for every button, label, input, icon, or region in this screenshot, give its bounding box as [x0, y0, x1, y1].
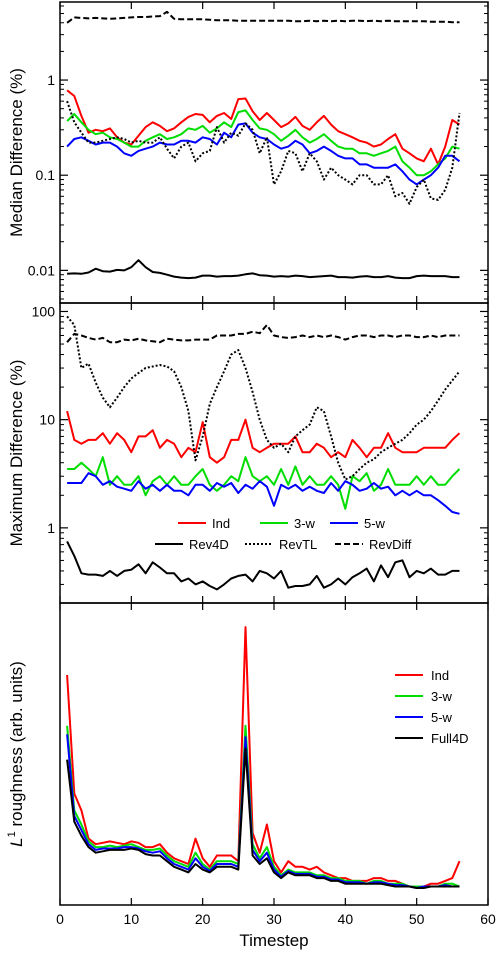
series-line-revtl: [66, 315, 461, 481]
series-line-revtl: [66, 100, 461, 205]
series-line-revdiff: [66, 10, 460, 24]
y-axis-label-rest: roughness (arb. units): [7, 661, 26, 831]
series-line-3-w: [66, 724, 460, 888]
legend-label: Ind: [431, 668, 449, 683]
x-tick-label: 40: [338, 911, 354, 927]
y-axis-label: Maximum Difference (%): [7, 360, 26, 547]
panel-roughness: L1 roughness (arb. units) Ind 3-w 5-w Full4D: [6, 602, 489, 906]
x-tick-label: 30: [266, 911, 282, 927]
y-axis-label-main: L: [7, 837, 26, 846]
legend-label: RevDiff: [369, 537, 412, 552]
legend-label: 5-w: [364, 516, 386, 531]
legend-label: RevTL: [279, 537, 317, 552]
x-axis: 0 10 20 30 40 50 60 Timestep: [56, 911, 496, 950]
y-tick-label: 1: [47, 520, 55, 536]
x-tick-label: 60: [480, 911, 496, 927]
series-line-rev4d: [66, 540, 460, 591]
x-tick-label: 20: [195, 911, 211, 927]
y-tick-label: 100: [32, 303, 56, 319]
x-axis-label: Timestep: [239, 931, 308, 950]
legend: Ind 3-w 5-w Full4D: [395, 668, 469, 746]
legend: Ind 3-w 5-w Rev4D RevTL RevDiff: [155, 516, 412, 552]
plot-frame: [59, 302, 489, 604]
series-line-rev4d: [67, 259, 460, 280]
legend-label: Full4D: [431, 731, 469, 746]
series-line-3-w: [67, 456, 461, 510]
legend-label: Rev4D: [189, 537, 229, 552]
series-line-ind: [66, 410, 461, 464]
panel-maximum: 1 10 100 Maximum Difference (%) Ind 3-w 5-w Rev…: [7, 302, 489, 604]
series-line-full4d: [66, 747, 460, 889]
x-tick-label: 10: [124, 911, 140, 927]
panel-median: 0.01 0.1 1 Median Difference (%): [7, 1, 489, 304]
x-tick-label: 50: [409, 911, 425, 927]
legend-label: 3-w: [294, 516, 316, 531]
legend-label: 3-w: [431, 689, 453, 704]
y-axis-label-sup: 1: [6, 831, 18, 837]
y-tick-label: 1: [47, 72, 55, 88]
y-tick-label: 0.01: [28, 262, 55, 278]
y-tick-label: 10: [39, 412, 55, 428]
y-tick-label: 0.1: [36, 167, 56, 183]
y-axis-label: Median Difference (%): [7, 68, 26, 237]
series-line-5-w: [66, 734, 460, 889]
series-line-ind: [66, 626, 461, 888]
y-axis-label: L1 roughness (arb. units): [6, 661, 26, 847]
legend-label: 5-w: [431, 710, 453, 725]
series-line-3-w: [66, 109, 460, 177]
series-line-5-w: [66, 122, 461, 186]
series-line-revdiff: [66, 324, 460, 344]
series-line-5-w: [67, 472, 460, 515]
x-tick-label: 0: [56, 911, 64, 927]
legend-label: Ind: [212, 516, 230, 531]
